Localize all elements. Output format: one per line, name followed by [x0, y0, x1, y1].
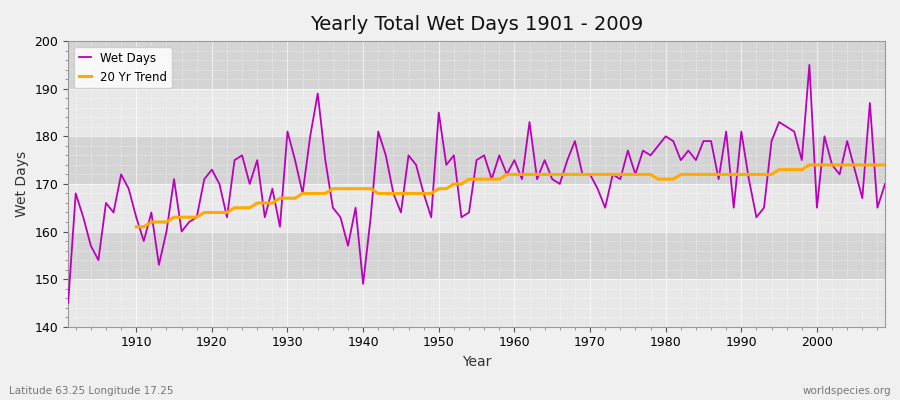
X-axis label: Year: Year: [462, 355, 491, 369]
20 Yr Trend: [879, 162, 890, 167]
Wet Days: [599, 205, 610, 210]
Wet Days: [123, 186, 134, 191]
Line: 20 Yr Trend: 20 Yr Trend: [136, 165, 885, 227]
Wet Days: [335, 215, 346, 220]
Line: Wet Days: Wet Days: [68, 65, 885, 303]
Wet Days: [879, 182, 890, 186]
Wet Days: [804, 62, 814, 67]
20 Yr Trend: [305, 191, 316, 196]
Wet Days: [290, 158, 301, 162]
Wet Days: [501, 172, 512, 177]
Y-axis label: Wet Days: Wet Days: [15, 151, 29, 217]
Legend: Wet Days, 20 Yr Trend: Wet Days, 20 Yr Trend: [74, 47, 172, 88]
Bar: [68, 136, 885, 184]
20 Yr Trend: [577, 172, 588, 177]
20 Yr Trend: [130, 224, 141, 229]
Title: Yearly Total Wet Days 1901 - 2009: Yearly Total Wet Days 1901 - 2009: [310, 15, 644, 34]
20 Yr Trend: [827, 162, 838, 167]
Bar: [68, 89, 885, 136]
20 Yr Trend: [517, 172, 527, 177]
20 Yr Trend: [274, 196, 285, 200]
Text: worldspecies.org: worldspecies.org: [803, 386, 891, 396]
20 Yr Trend: [804, 162, 814, 167]
20 Yr Trend: [850, 162, 860, 167]
Wet Days: [509, 158, 520, 162]
Bar: [68, 184, 885, 232]
Bar: [68, 279, 885, 327]
Bar: [68, 232, 885, 279]
Bar: [68, 41, 885, 89]
Wet Days: [63, 300, 74, 305]
Text: Latitude 63.25 Longitude 17.25: Latitude 63.25 Longitude 17.25: [9, 386, 174, 396]
